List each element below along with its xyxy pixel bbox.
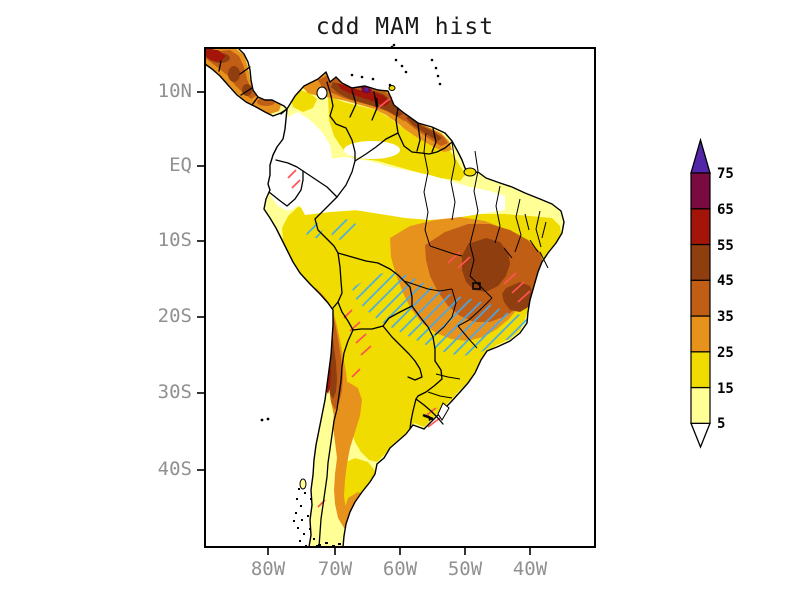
colorbar-label-75: 75 xyxy=(717,165,734,182)
lon-label-60W: 60W xyxy=(382,558,418,580)
lat-label-30S: 30S xyxy=(157,381,192,403)
lat-label-10N: 10N xyxy=(157,80,192,102)
colorbar-segment-45-55 xyxy=(690,243,711,281)
lat-label-20S: 20S xyxy=(157,305,192,327)
country-borders xyxy=(218,60,453,548)
coastline xyxy=(204,47,565,548)
lat-label-10S: 10S xyxy=(157,229,192,251)
lon-label-70W: 70W xyxy=(317,558,353,580)
colorbar-over-arrow xyxy=(690,137,711,174)
lat-label-40S: 40S xyxy=(157,458,192,480)
lakes xyxy=(316,86,450,421)
colorbar-segment-35-45 xyxy=(690,279,711,317)
colorbar-label-5: 5 xyxy=(717,416,726,433)
colorbar-svg xyxy=(690,137,711,449)
colorbar-under-arrow xyxy=(690,422,711,449)
station-markers xyxy=(374,97,481,421)
lon-label-80W: 80W xyxy=(250,558,286,580)
colorbar-segment-65-75 xyxy=(690,172,711,210)
colorbar-label-65: 65 xyxy=(717,201,734,218)
page-title: cdd MAM hist xyxy=(315,14,495,40)
colorbar-segment-25-35 xyxy=(690,315,711,353)
colorbar-label-35: 35 xyxy=(717,309,734,326)
colorbar-label-15: 15 xyxy=(717,380,734,397)
colorbar-segment-15-25 xyxy=(690,351,711,389)
axis-ticks xyxy=(197,91,531,555)
islands xyxy=(260,43,477,547)
colorbar-label-25: 25 xyxy=(717,344,734,361)
hatching-red xyxy=(287,96,531,508)
colorbar-label-45: 45 xyxy=(717,273,734,290)
hatching-blue xyxy=(304,218,538,356)
colorbar-segment-5-15 xyxy=(690,386,711,424)
colorbar-label-55: 55 xyxy=(717,237,734,254)
lat-label-EQ: EQ xyxy=(169,154,192,176)
colorbar xyxy=(660,130,790,460)
lon-label-40W: 40W xyxy=(512,558,548,580)
colorbar-segment-55-65 xyxy=(690,208,711,246)
lon-label-50W: 50W xyxy=(447,558,483,580)
